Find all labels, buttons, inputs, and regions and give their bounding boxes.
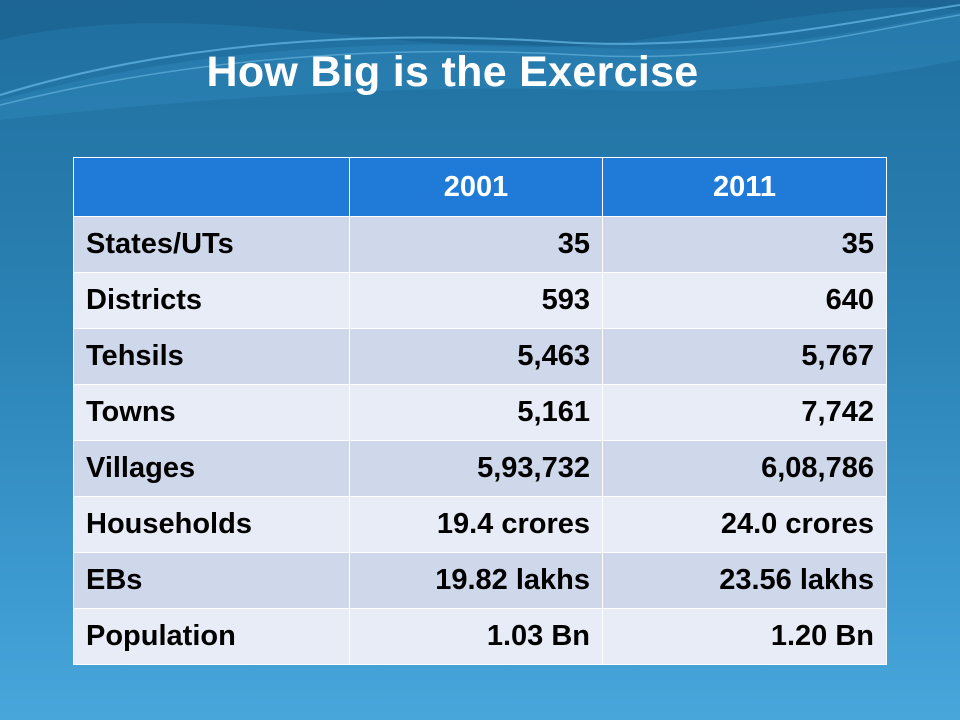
- table-row: Villages 5,93,732 6,08,786: [73, 440, 887, 497]
- background-wave-decoration: [0, 0, 960, 120]
- value-2001: 5,93,732: [349, 440, 603, 497]
- census-comparison-table: 2001 2011 States/UTs 35 35 Districts 593…: [73, 157, 887, 665]
- value-2011: 23.56 lakhs: [602, 552, 887, 609]
- value-2001: 1.03 Bn: [349, 608, 603, 665]
- value-2011: 35: [602, 216, 887, 273]
- row-label: Population: [73, 608, 350, 665]
- table-row: Households 19.4 crores 24.0 crores: [73, 496, 887, 553]
- table-header-row: 2001 2011: [73, 157, 887, 217]
- row-label: EBs: [73, 552, 350, 609]
- slide-title: How Big is the Exercise: [206, 48, 699, 96]
- table-row: Tehsils 5,463 5,767: [73, 328, 887, 385]
- value-2001: 19.4 crores: [349, 496, 603, 553]
- value-2011: 5,767: [602, 328, 887, 385]
- value-2001: 19.82 lakhs: [349, 552, 603, 609]
- value-2001: 593: [349, 272, 603, 329]
- row-label: Tehsils: [73, 328, 350, 385]
- table-row: Population 1.03 Bn 1.20 Bn: [73, 608, 887, 665]
- header-cell-2001: 2001: [349, 157, 603, 217]
- header-cell-2011: 2011: [602, 157, 887, 217]
- row-label: Districts: [73, 272, 350, 329]
- value-2011: 1.20 Bn: [602, 608, 887, 665]
- table-row: Towns 5,161 7,742: [73, 384, 887, 441]
- value-2001: 5,161: [349, 384, 603, 441]
- value-2011: 6,08,786: [602, 440, 887, 497]
- row-label: Towns: [73, 384, 350, 441]
- row-label: Villages: [73, 440, 350, 497]
- row-label: States/UTs: [73, 216, 350, 273]
- value-2001: 35: [349, 216, 603, 273]
- row-label: Households: [73, 496, 350, 553]
- value-2011: 7,742: [602, 384, 887, 441]
- table-row: States/UTs 35 35: [73, 216, 887, 273]
- table-row: EBs 19.82 lakhs 23.56 lakhs: [73, 552, 887, 609]
- table-row: Districts 593 640: [73, 272, 887, 329]
- value-2011: 24.0 crores: [602, 496, 887, 553]
- value-2001: 5,463: [349, 328, 603, 385]
- header-cell-empty: [73, 157, 350, 217]
- value-2011: 640: [602, 272, 887, 329]
